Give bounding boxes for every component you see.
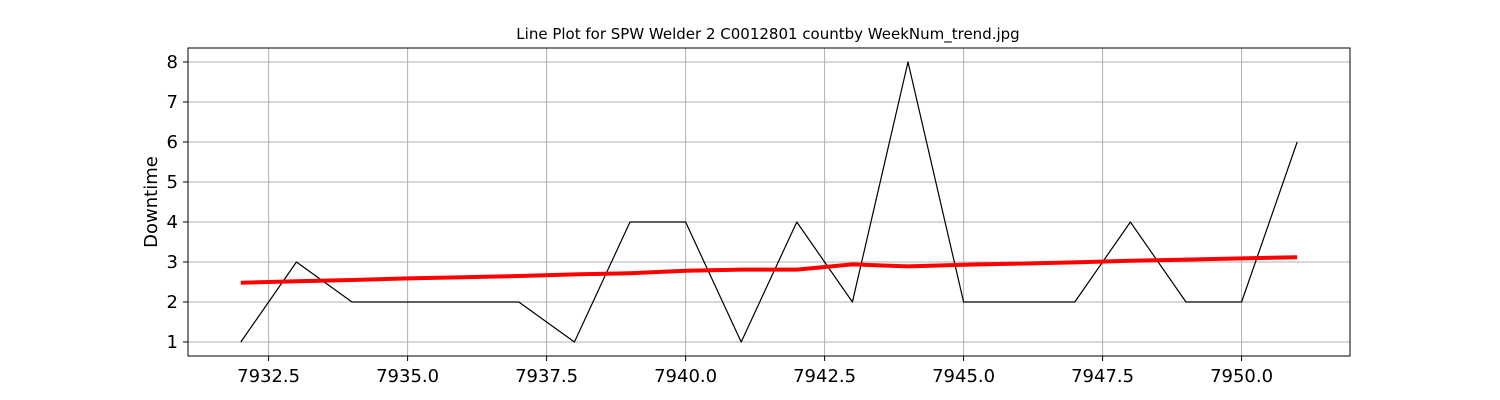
y-tick-label: 5 bbox=[167, 172, 178, 193]
downtime-series-line bbox=[240, 61, 1298, 343]
x-tick-label: 7940.0 bbox=[654, 366, 717, 387]
grid bbox=[188, 48, 1350, 356]
y-tick-label: 4 bbox=[167, 212, 178, 233]
trend-series-line bbox=[240, 255, 1298, 285]
x-tick-label: 7932.5 bbox=[237, 366, 300, 387]
y-tick-label: 3 bbox=[167, 252, 178, 273]
chart-title: Line Plot for SPW Welder 2 C0012801 coun… bbox=[516, 25, 1019, 44]
x-axis: 7932.5 7935.0 7937.5 7940.0 7942.5 7945.0 7947… bbox=[237, 356, 1273, 387]
series-group bbox=[240, 61, 1298, 343]
x-tick-label: 7945.0 bbox=[932, 366, 995, 387]
plot-frame bbox=[187, 47, 1351, 357]
y-tick-label: 7 bbox=[167, 92, 178, 113]
x-tick-label: 7935.0 bbox=[376, 366, 439, 387]
x-tick-label: 7937.5 bbox=[515, 366, 578, 387]
y-tick-label: 2 bbox=[167, 292, 178, 313]
y-tick-label: 8 bbox=[167, 52, 178, 73]
x-tick-label: 7947.5 bbox=[1071, 366, 1134, 387]
y-tick-label: 1 bbox=[167, 332, 178, 353]
y-tick-label: 6 bbox=[167, 132, 178, 153]
y-axis: 1 2 3 4 5 6 7 8 bbox=[167, 52, 188, 353]
x-tick-label: 7950.0 bbox=[1210, 366, 1273, 387]
x-tick-label: 7942.5 bbox=[793, 366, 856, 387]
y-axis-label: Downtime bbox=[141, 156, 162, 248]
